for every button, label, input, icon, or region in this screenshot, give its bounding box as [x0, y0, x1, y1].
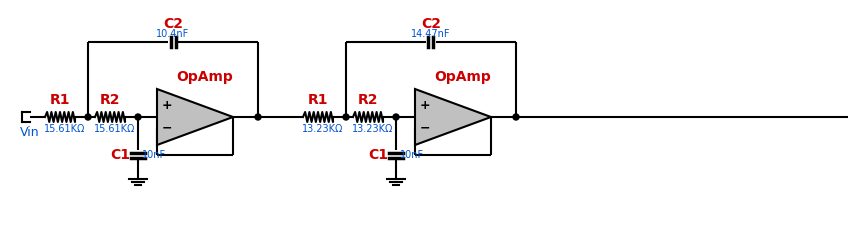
Text: 10nF: 10nF: [142, 150, 166, 160]
Text: 14.47nF: 14.47nF: [411, 29, 451, 39]
Text: OpAmp: OpAmp: [177, 70, 233, 84]
Circle shape: [343, 114, 349, 120]
Circle shape: [513, 114, 519, 120]
Text: 13.23KΩ: 13.23KΩ: [352, 124, 394, 134]
Text: R1: R1: [49, 93, 71, 107]
Text: 10nF: 10nF: [400, 150, 424, 160]
Circle shape: [135, 114, 141, 120]
Text: +: +: [162, 99, 172, 112]
Polygon shape: [157, 89, 233, 145]
Text: R2: R2: [100, 93, 120, 107]
Text: −: −: [162, 122, 172, 135]
Circle shape: [393, 114, 399, 120]
Text: Vin: Vin: [20, 126, 40, 140]
Text: 13.23KΩ: 13.23KΩ: [302, 124, 344, 134]
Text: R1: R1: [308, 93, 328, 107]
Text: C2: C2: [163, 17, 183, 31]
Text: OpAmp: OpAmp: [435, 70, 491, 84]
Circle shape: [85, 114, 91, 120]
Text: 10.4nF: 10.4nF: [157, 29, 190, 39]
Text: C2: C2: [421, 17, 441, 31]
Text: R2: R2: [357, 93, 378, 107]
Text: C1: C1: [110, 148, 130, 162]
Text: +: +: [420, 99, 431, 112]
Text: 15.61KΩ: 15.61KΩ: [44, 124, 86, 134]
Polygon shape: [415, 89, 491, 145]
Text: −: −: [420, 122, 431, 135]
Text: C1: C1: [368, 148, 388, 162]
Text: 15.61KΩ: 15.61KΩ: [94, 124, 135, 134]
Circle shape: [255, 114, 261, 120]
